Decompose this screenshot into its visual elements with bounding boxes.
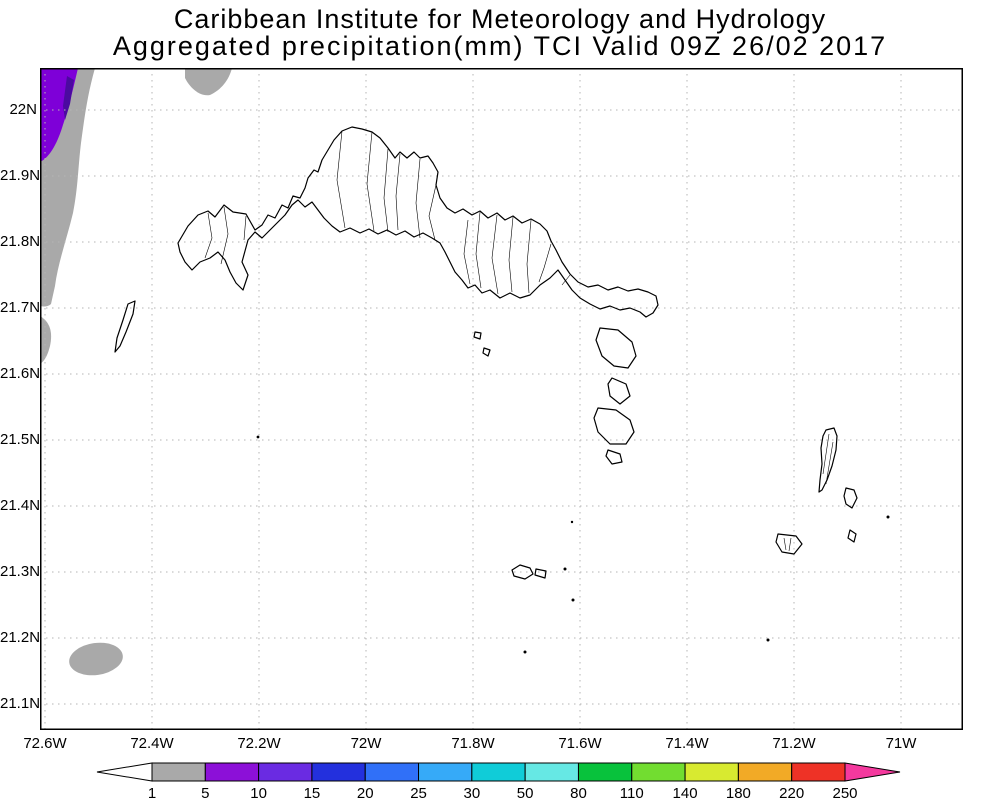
precip-shading bbox=[40, 68, 232, 676]
map-canvas bbox=[40, 68, 963, 730]
district-boundaries bbox=[204, 130, 834, 552]
lat-axis-label: 21.5N bbox=[0, 431, 41, 448]
lat-axis-label: 22N bbox=[9, 101, 37, 118]
colorbar-box bbox=[684, 762, 739, 782]
island-cay-e bbox=[843, 487, 858, 509]
colorbar-box bbox=[471, 762, 526, 782]
island-cay-i bbox=[534, 568, 547, 579]
colorbar-box bbox=[524, 762, 579, 782]
colorbar-tick-label: 250 bbox=[832, 785, 857, 800]
colorbar-box bbox=[737, 762, 793, 782]
colorbar-arrow-right bbox=[844, 762, 901, 782]
colorbar-tick-label: 15 bbox=[304, 785, 321, 800]
colorbar-tick-label: 180 bbox=[726, 785, 751, 800]
lon-axis-label: 71.6W bbox=[558, 735, 602, 752]
island-west-caicos bbox=[114, 300, 136, 353]
colorbar-tick-label: 50 bbox=[517, 785, 534, 800]
island-main-chain bbox=[177, 126, 659, 318]
island-south-arm-d bbox=[605, 449, 623, 465]
lon-axis-label: 71.8W bbox=[451, 735, 495, 752]
lon-axis-label: 72.4W bbox=[130, 735, 174, 752]
island-cay-h bbox=[511, 564, 534, 580]
colorbar-box bbox=[631, 762, 686, 782]
colorbar-arrow-left bbox=[96, 762, 153, 782]
page-subtitle: Aggregated precipitation(mm) TCI Valid 0… bbox=[112, 31, 888, 61]
colorbar-tick-label: 80 bbox=[570, 785, 587, 800]
lon-axis-label: 72.6W bbox=[23, 735, 67, 752]
lat-axis-label: 21.7N bbox=[0, 299, 41, 316]
lat-axis-label: 21.2N bbox=[0, 629, 41, 646]
colorbar-tick-label: 30 bbox=[464, 785, 481, 800]
precip-gray-southwest-blob bbox=[69, 642, 123, 676]
lat-axis-label: 21.4N bbox=[0, 497, 41, 514]
island-cay-j bbox=[473, 331, 482, 340]
colorbar-tick-label: 20 bbox=[357, 785, 374, 800]
coastlines bbox=[114, 126, 858, 580]
island-south-arm-a bbox=[595, 327, 637, 369]
colorbar-box bbox=[791, 762, 846, 782]
colorbar-tick-label: 10 bbox=[250, 785, 267, 800]
page-title: Caribbean Institute for Meteorology and … bbox=[173, 4, 827, 34]
colorbar-tick-label: 140 bbox=[673, 785, 698, 800]
colorbar-box bbox=[311, 762, 366, 782]
lat-axis-label: 21.8N bbox=[0, 233, 41, 250]
island-south-caicos bbox=[593, 407, 635, 445]
colorbar-tick-label: 220 bbox=[779, 785, 804, 800]
colorbar-box bbox=[418, 762, 473, 782]
colorbar-svg: 1 5 10 15 20 25 30 50 80 110 140 180 220 250 bbox=[96, 762, 901, 800]
lat-axis-label: 21.3N bbox=[0, 563, 41, 580]
grid-lines bbox=[40, 68, 963, 730]
colorbar-tick-label: 5 bbox=[201, 785, 209, 800]
colorbar-tick-label: 25 bbox=[410, 785, 427, 800]
lat-axis-label: 21.6N bbox=[0, 365, 41, 382]
island-grand-turk bbox=[818, 427, 838, 493]
small-cays bbox=[256, 435, 890, 654]
colorbar-tick-label: 110 bbox=[620, 785, 644, 800]
lon-axis-label: 71W bbox=[885, 735, 917, 752]
lon-axis-label: 72.2W bbox=[237, 735, 281, 752]
colorbar-box bbox=[258, 762, 313, 782]
colorbar-box bbox=[204, 762, 260, 782]
lon-axis-label: 71.4W bbox=[665, 735, 709, 752]
lon-axis-label: 72W bbox=[350, 735, 382, 752]
precip-gray-north-patch bbox=[185, 68, 232, 96]
colorbar-tick-label: 1 bbox=[148, 785, 156, 800]
lat-axis-label: 21.1N bbox=[0, 695, 41, 712]
map-frame bbox=[40, 68, 963, 730]
precip-purple-core bbox=[63, 76, 74, 120]
colorbar-box bbox=[364, 762, 420, 782]
island-cay-k bbox=[482, 347, 491, 357]
island-salt-cay bbox=[775, 533, 803, 555]
colorbar-box bbox=[151, 762, 206, 782]
precip-gray-west-lobe bbox=[40, 316, 52, 364]
island-cay-f bbox=[847, 529, 857, 543]
lon-axis-label: 71.2W bbox=[772, 735, 816, 752]
lat-axis-label: 21.9N bbox=[0, 167, 41, 184]
island-south-arm-b bbox=[607, 377, 631, 405]
colorbar-box bbox=[577, 762, 633, 782]
